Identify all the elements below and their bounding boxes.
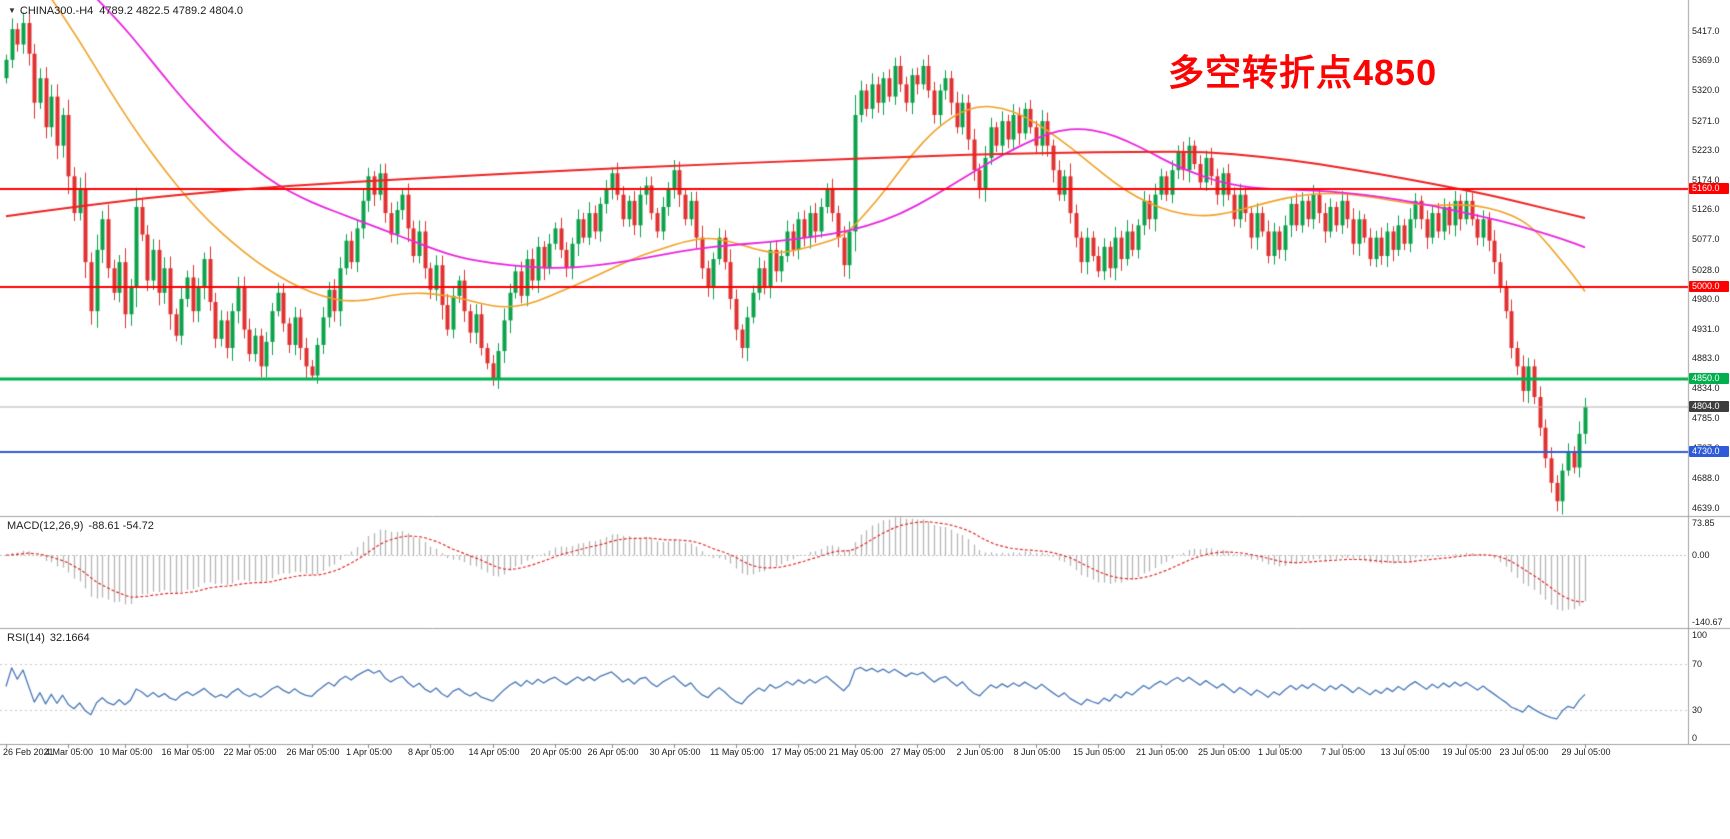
symbol-ohlc-values: 4789.2 4822.5 4789.2 4804.0 [99, 5, 244, 17]
rsi-indicator-label: RSI(14) 32.1664 [7, 632, 95, 644]
symbol-title: CHINA300.-H4 [19, 5, 94, 17]
macd-name: MACD(12,26,9) [7, 520, 84, 532]
macd-values: -88.61 -54.72 [88, 520, 154, 532]
annotation-text: 多空转折点4850 [1168, 52, 1438, 93]
rsi-name: RSI(14) [7, 632, 45, 644]
symbol-marker-icon: ▼ [8, 6, 16, 15]
rsi-value: 32.1664 [49, 632, 90, 644]
macd-indicator-label: MACD(12,26,9) -88.61 -54.72 [7, 520, 159, 532]
symbol-info: ▼ CHINA300.-H4 4789.2 4822.5 4789.2 4804.0 [8, 5, 243, 17]
